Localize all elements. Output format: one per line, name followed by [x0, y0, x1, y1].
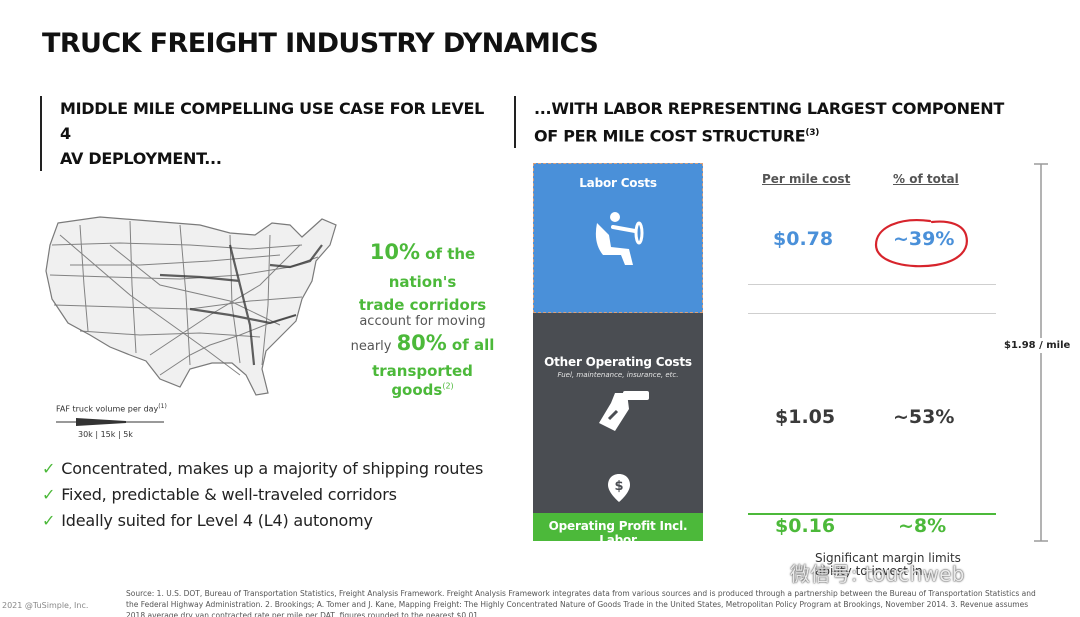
dollar-icon: $ — [608, 474, 630, 502]
stat-ofall: of all — [451, 336, 495, 354]
bullet-text: Concentrated, makes up a majority of shi… — [61, 459, 484, 478]
corridor-stat: 10% of the nation's trade corridors acco… — [340, 238, 505, 399]
other-pct-value: ~53% — [893, 406, 955, 428]
stat-nearly: nearly — [350, 339, 392, 354]
row-divider — [748, 284, 996, 285]
fuel-nozzle-icon — [599, 391, 649, 431]
stat-nations: of the nation's — [388, 245, 476, 291]
stat-pct-10: 10% — [369, 240, 421, 264]
bullet-text: Ideally suited for Level 4 (L4) autonomy — [61, 511, 373, 530]
stat-goods: transported goods — [372, 362, 473, 399]
stat-footnote: (2) — [442, 381, 454, 391]
operating-profit-segment: Operating Profit Incl. Labor — [533, 513, 703, 547]
profit-cost-value: $0.16 — [775, 515, 836, 537]
overlay-caption: Significant margin limits ability to inve… — [815, 551, 961, 578]
list-item: ✓ Ideally suited for Level 4 (L4) autonom… — [42, 508, 483, 534]
svg-text:$: $ — [614, 479, 623, 494]
stat-line5: transported goods(2) — [340, 361, 505, 399]
row-divider — [748, 313, 996, 314]
highlight-circle — [874, 219, 968, 268]
total-cost-label: $1.98 / mile — [1004, 338, 1071, 353]
page-title: TRUCK FREIGHT INDUSTRY DYNAMICS — [42, 28, 599, 59]
legend-scale-labels: 30k | 15k | 5k — [78, 429, 133, 439]
other-label: Other Operating Costs — [544, 355, 692, 369]
col-header-pct: % of total — [893, 172, 959, 186]
legend-width-scale — [56, 417, 164, 426]
labor-cost-value: $0.78 — [773, 228, 834, 250]
check-icon: ✓ — [42, 459, 56, 478]
legend-label-wrap: FAF truck volume per day(1) — [56, 403, 206, 414]
stat-corridors: trade corridors — [358, 296, 487, 314]
list-item: ✓ Concentrated, makes up a majority of sh… — [42, 456, 483, 482]
other-operating-segment: Other Operating Costs Fuel, maintenance,… — [533, 313, 703, 513]
stat-account: account for moving — [359, 314, 486, 329]
right-heading-line2-wrap: OF PER MILE COST STRUCTURE(3) — [534, 121, 1034, 148]
watermark: 微信号: touchweb — [790, 562, 965, 586]
benefit-list: ✓ Concentrated, makes up a majority of sh… — [42, 456, 483, 534]
copyright: 2021 @TuSimple, Inc. — [2, 601, 89, 610]
stat-line4: nearly 80% of all — [340, 329, 505, 361]
list-item: ✓ Fixed, predictable & well-traveled corr… — [42, 482, 483, 508]
check-icon: ✓ — [42, 485, 56, 504]
right-heading-footnote: (3) — [805, 128, 820, 138]
labor-label: Labor Costs — [579, 176, 657, 190]
left-heading: MIDDLE MILE COMPELLING USE CASE FOR LEVE… — [40, 96, 500, 171]
row-divider — [748, 513, 996, 515]
col-header-cost: Per mile cost — [762, 172, 851, 186]
driver-icon — [595, 212, 644, 265]
us-freight-map — [45, 216, 337, 396]
labor-pct-value: ~39% — [893, 228, 955, 250]
legend-label: FAF truck volume per day — [56, 404, 159, 414]
other-cost-value: $1.05 — [775, 406, 836, 428]
legend-footnote: (1) — [158, 403, 167, 410]
stat-pct-80: 80% — [396, 331, 447, 355]
map-legend: FAF truck volume per day(1) 30k | 15k | … — [56, 403, 206, 439]
right-heading-line2: OF PER MILE COST STRUCTURE — [534, 126, 806, 146]
profit-label: Operating Profit Incl. Labor — [548, 519, 688, 547]
right-heading: ...WITH LABOR REPRESENTING LARGEST COMPO… — [514, 96, 1034, 149]
left-heading-line2: AV DEPLOYMENT... — [60, 149, 222, 168]
profit-pct-value: ~8% — [898, 515, 947, 537]
labor-cost-segment: Labor Costs — [533, 163, 703, 313]
right-heading-line1: ...WITH LABOR REPRESENTING LARGEST COMPO… — [534, 99, 1004, 118]
source-footnote: Source: 1. U.S. DOT, Bureau of Transport… — [126, 589, 1036, 617]
bullet-text: Fixed, predictable & well-traveled corri… — [61, 485, 397, 504]
check-icon: ✓ — [42, 511, 56, 530]
left-heading-line1: MIDDLE MILE COMPELLING USE CASE FOR LEVE… — [60, 99, 484, 143]
other-sublabel: Fuel, maintenance, insurance, etc. — [557, 371, 679, 379]
stat-line1: 10% of the nation's — [340, 238, 505, 296]
